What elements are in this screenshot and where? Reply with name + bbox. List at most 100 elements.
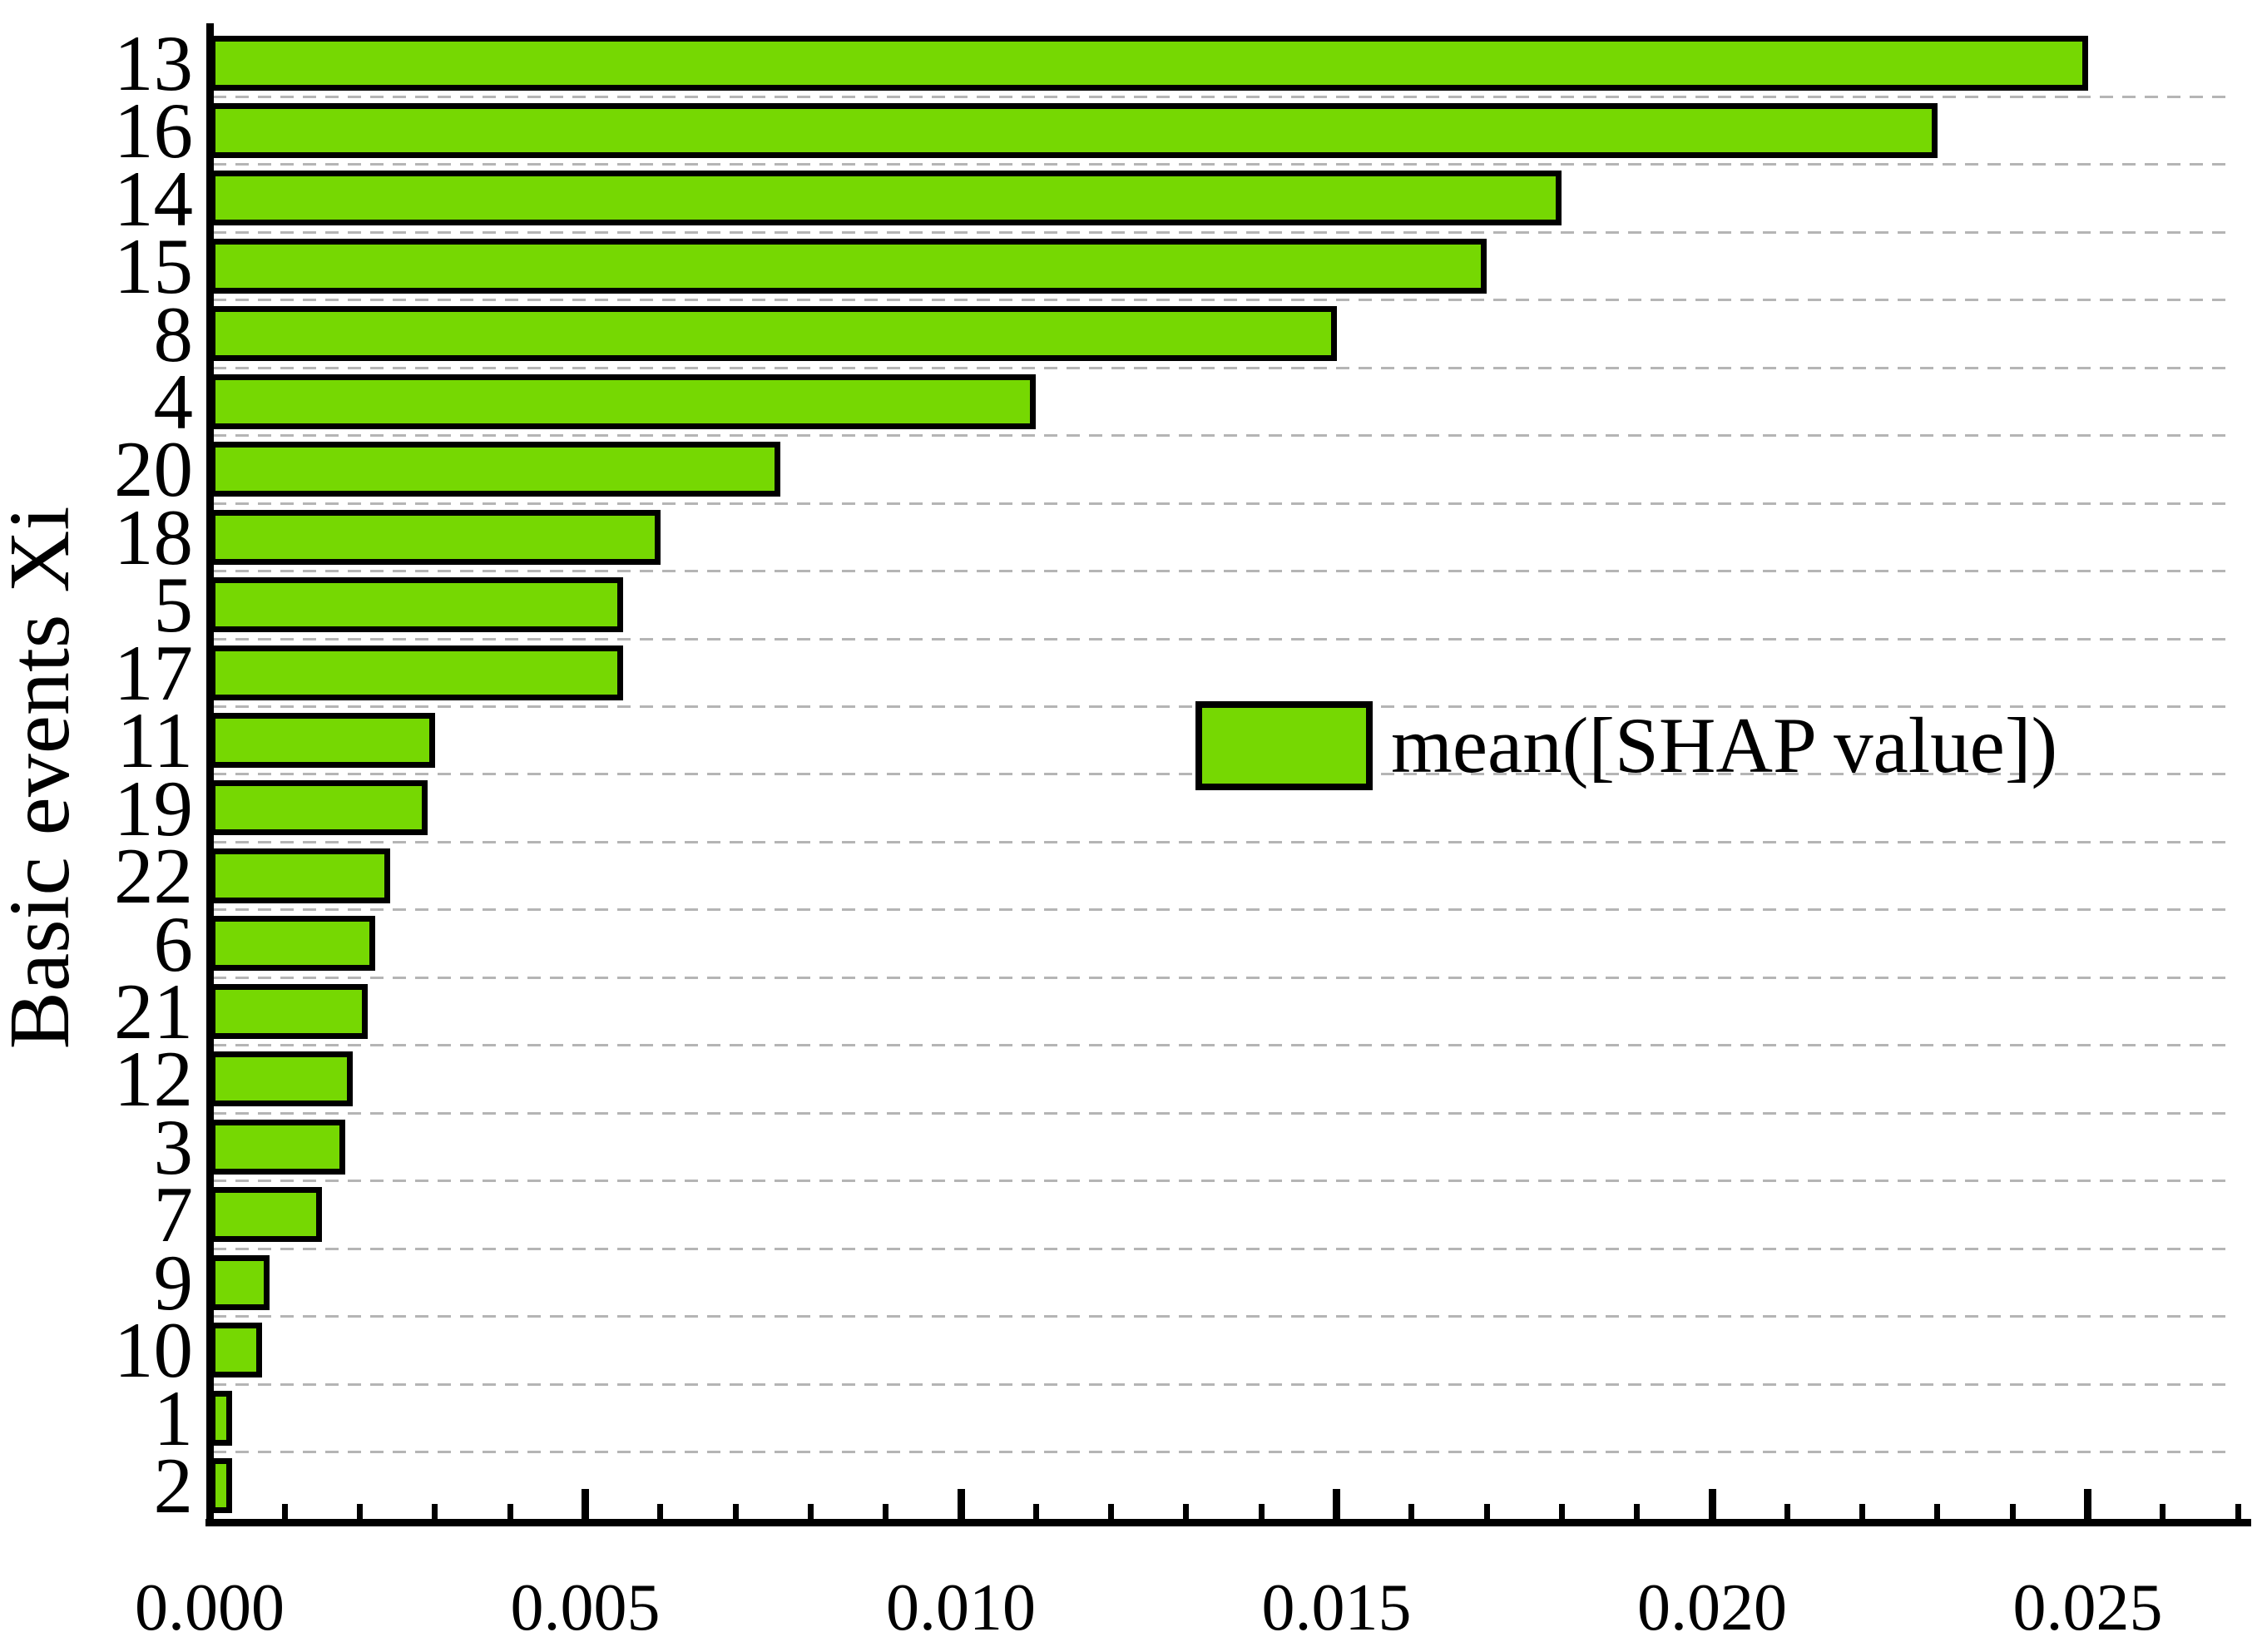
gridline <box>213 366 2232 369</box>
x-major-tick <box>1708 1489 1716 1519</box>
x-minor-tick <box>1183 1504 1190 1519</box>
y-tick-label: 9 <box>153 1238 194 1327</box>
legend-swatch <box>1195 701 1373 790</box>
x-tick-label: 0.010 <box>886 1571 1036 1645</box>
bar-event-15 <box>210 238 1487 294</box>
bar-event-19 <box>210 780 428 836</box>
legend-label: mean([SHAP value]) <box>1391 701 2058 789</box>
bar-event-21 <box>210 983 368 1039</box>
gridline <box>213 976 2232 979</box>
bar-event-5 <box>210 577 623 633</box>
x-minor-tick <box>1634 1504 1641 1519</box>
bar-event-12 <box>210 1051 353 1107</box>
bar-event-3 <box>210 1119 345 1175</box>
y-axis-title: Basic events Xi <box>0 506 87 1050</box>
x-minor-tick <box>883 1504 889 1519</box>
y-tick-label: 8 <box>153 289 194 378</box>
y-tick-label: 13 <box>114 18 193 107</box>
x-tick-label: 0.015 <box>1261 1571 1412 1645</box>
y-tick-label: 17 <box>114 628 193 717</box>
x-minor-tick <box>2235 1504 2241 1519</box>
y-axis-line <box>206 23 214 1526</box>
bar-event-17 <box>210 645 623 700</box>
bar-event-8 <box>210 306 1337 362</box>
y-tick-label: 1 <box>153 1373 194 1462</box>
y-tick-label: 3 <box>153 1102 194 1191</box>
y-tick-label: 5 <box>153 561 194 650</box>
gridline <box>213 1111 2232 1115</box>
y-tick-label: 20 <box>114 425 193 514</box>
x-minor-tick <box>357 1504 364 1519</box>
y-tick-label: 22 <box>114 832 193 921</box>
x-minor-tick <box>1408 1504 1415 1519</box>
x-minor-tick <box>281 1504 288 1519</box>
x-tick-label: 0.020 <box>1637 1571 1787 1645</box>
gridline <box>213 1247 2232 1250</box>
x-minor-tick <box>2160 1504 2166 1519</box>
y-tick-label: 15 <box>114 222 193 311</box>
x-tick-label: 0.000 <box>135 1571 285 1645</box>
bar-event-11 <box>210 713 435 768</box>
y-tick-label: 12 <box>114 1035 193 1124</box>
bar-event-10 <box>210 1323 263 1378</box>
x-minor-tick <box>1784 1504 1790 1519</box>
gridline <box>213 840 2232 843</box>
gridline <box>213 570 2232 573</box>
y-tick-label: 4 <box>153 357 194 446</box>
x-minor-tick <box>657 1504 664 1519</box>
bar-event-6 <box>210 916 375 972</box>
gridline <box>213 908 2232 912</box>
bar-event-22 <box>210 848 390 903</box>
gridline <box>213 1180 2232 1183</box>
bar-event-20 <box>210 442 781 497</box>
y-tick-label: 19 <box>114 764 193 853</box>
x-major-tick <box>1333 1489 1340 1519</box>
gridline <box>213 1044 2232 1047</box>
y-tick-label: 18 <box>114 492 193 581</box>
bar-event-16 <box>210 102 1938 158</box>
gridline <box>213 230 2232 234</box>
gridline <box>213 1382 2232 1386</box>
x-minor-tick <box>1859 1504 1866 1519</box>
y-tick-label: 10 <box>114 1306 193 1395</box>
x-major-tick <box>957 1489 965 1519</box>
x-tick-label: 0.005 <box>510 1571 661 1645</box>
bar-event-4 <box>210 373 1037 429</box>
x-minor-tick <box>1558 1504 1565 1519</box>
x-minor-tick <box>507 1504 513 1519</box>
y-tick-label: 16 <box>114 87 193 176</box>
x-minor-tick <box>732 1504 739 1519</box>
y-tick-label: 2 <box>153 1442 194 1531</box>
gridline <box>213 637 2232 641</box>
gridline <box>213 95 2232 98</box>
gridline <box>213 1450 2232 1453</box>
bar-event-18 <box>210 509 661 565</box>
bar-event-14 <box>210 171 1562 226</box>
x-minor-tick <box>1108 1504 1115 1519</box>
x-minor-tick <box>1258 1504 1265 1519</box>
bar-event-13 <box>210 35 2088 91</box>
y-tick-label: 7 <box>153 1170 194 1259</box>
gridline <box>213 434 2232 438</box>
x-minor-tick <box>1032 1504 1039 1519</box>
gridline <box>213 1315 2232 1318</box>
y-tick-label: 11 <box>116 696 193 785</box>
bar-event-7 <box>210 1187 323 1243</box>
y-tick-label: 6 <box>153 899 194 988</box>
bar-event-9 <box>210 1254 270 1310</box>
x-tick-label: 0.025 <box>2012 1571 2163 1645</box>
y-tick-label: 21 <box>114 967 193 1056</box>
x-minor-tick <box>432 1504 438 1519</box>
gridline <box>213 502 2232 505</box>
x-minor-tick <box>2009 1504 2016 1519</box>
x-minor-tick <box>807 1504 814 1519</box>
x-major-tick <box>2084 1489 2091 1519</box>
x-major-tick <box>582 1489 589 1519</box>
y-tick-label: 14 <box>114 154 193 243</box>
x-minor-tick <box>1934 1504 1941 1519</box>
x-axis-line <box>205 1519 2251 1526</box>
gridline <box>213 299 2232 302</box>
gridline <box>213 163 2232 166</box>
x-minor-tick <box>1483 1504 1490 1519</box>
